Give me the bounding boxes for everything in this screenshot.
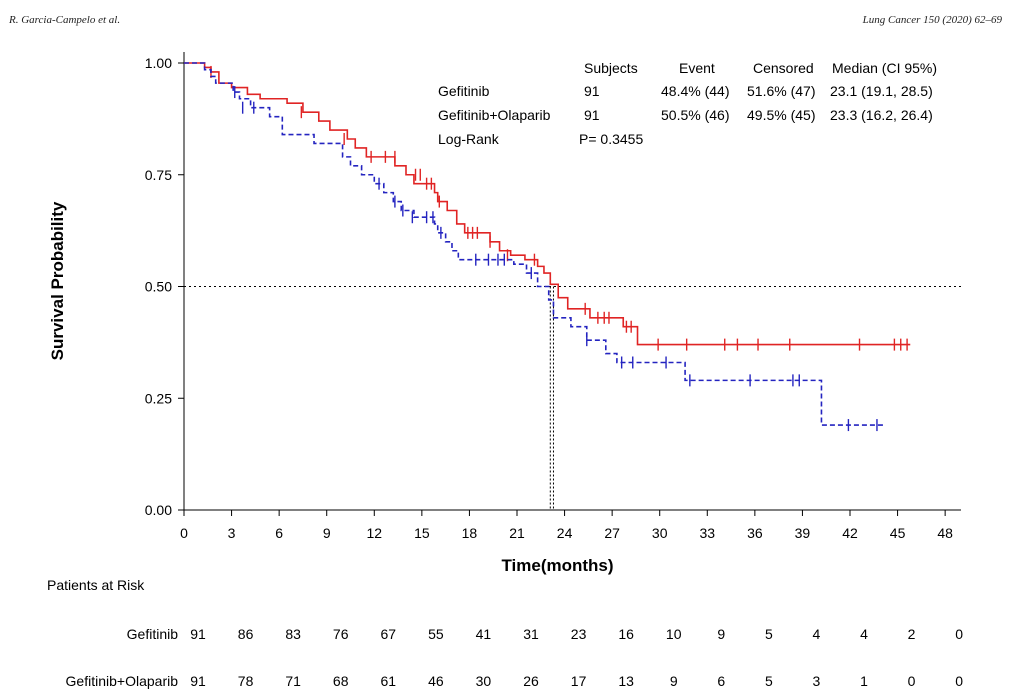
risk-count: 16 <box>618 626 634 642</box>
y-axis-title: Survival Probability <box>48 201 67 360</box>
risk-count: 61 <box>380 673 396 689</box>
risk-count: 4 <box>813 626 821 642</box>
legend-row-subjects: 91 <box>584 107 600 123</box>
legend-row-median: 23.3 (16.2, 26.4) <box>830 107 933 123</box>
legend-header-subjects: Subjects <box>584 60 638 76</box>
risk-count: 68 <box>333 673 349 689</box>
x-tick-label: 33 <box>699 525 715 541</box>
risk-count: 71 <box>285 673 301 689</box>
risk-count: 1 <box>860 673 868 689</box>
legend-row-censored: 49.5% (45) <box>747 107 815 123</box>
x-tick-label: 30 <box>652 525 668 541</box>
x-tick-label: 45 <box>890 525 906 541</box>
x-tick-label: 6 <box>275 525 283 541</box>
risk-row-label: Gefitinib+Olaparib <box>66 673 179 689</box>
y-tick-label: 0.25 <box>145 390 172 406</box>
legend-row-median: 23.1 (19.1, 28.5) <box>830 83 933 99</box>
running-header-authors: R. Garcia-Campelo et al. <box>9 14 121 26</box>
y-tick-label: 0.50 <box>145 279 172 295</box>
risk-count: 13 <box>618 673 634 689</box>
axes: 0.000.250.500.751.000 3 6 9 12 15 18 21 24 27 30 33… <box>48 52 961 575</box>
risk-count: 67 <box>380 626 396 642</box>
risk-count: 9 <box>717 626 725 642</box>
risk-count: 0 <box>908 673 916 689</box>
risk-table-title: Patients at Risk <box>47 577 145 593</box>
risk-count: 91 <box>190 673 206 689</box>
logrank-value: P= 0.3455 <box>579 131 643 147</box>
risk-count: 23 <box>571 626 587 642</box>
risk-count: 86 <box>238 626 254 642</box>
risk-count: 83 <box>285 626 301 642</box>
y-tick-label: 1.00 <box>145 55 172 71</box>
x-tick-label: 39 <box>795 525 811 541</box>
risk-count: 4 <box>860 626 868 642</box>
risk-count: 0 <box>955 626 963 642</box>
survival-curves <box>184 62 911 432</box>
risk-count: 31 <box>523 626 539 642</box>
risk-count: 55 <box>428 626 444 642</box>
x-tick-label: 3 <box>228 525 236 541</box>
legend-row-label: Gefitinib+Olaparib <box>438 107 551 123</box>
risk-count: 30 <box>476 673 492 689</box>
reference-lines <box>184 286 961 510</box>
legend-row-subjects: 91 <box>584 83 600 99</box>
risk-count: 41 <box>476 626 492 642</box>
risk-count: 78 <box>238 673 254 689</box>
x-tick-label: 18 <box>462 525 478 541</box>
risk-count: 5 <box>765 673 773 689</box>
risk-count: 2 <box>908 626 916 642</box>
risk-count: 10 <box>666 626 682 642</box>
risk-count: 26 <box>523 673 539 689</box>
risk-count: 3 <box>813 673 821 689</box>
legend-row-event: 48.4% (44) <box>661 83 729 99</box>
risk-count: 46 <box>428 673 444 689</box>
x-tick-label: 48 <box>937 525 953 541</box>
survival-step-line <box>184 62 884 426</box>
y-tick-label: 0.75 <box>145 167 172 183</box>
legend-header-censored: Censored <box>753 60 814 76</box>
x-tick-label: 21 <box>509 525 525 541</box>
risk-count: 6 <box>717 673 725 689</box>
legend-header-median: Median (CI 95%) <box>832 60 937 76</box>
risk-count: 17 <box>571 673 587 689</box>
legend-header-event: Event <box>679 60 715 76</box>
x-tick-label: 12 <box>366 525 382 541</box>
legend-row-censored: 51.6% (47) <box>747 83 815 99</box>
x-tick-label: 27 <box>604 525 620 541</box>
risk-row-label: Gefitinib <box>127 626 179 642</box>
x-tick-label: 0 <box>180 525 188 541</box>
x-tick-label: 9 <box>323 525 331 541</box>
risk-count: 76 <box>333 626 349 642</box>
legend-row-label: Gefitinib <box>438 83 490 99</box>
running-header-journal: Lung Cancer 150 (2020) 62–69 <box>862 14 1002 26</box>
x-axis-title: Time(months) <box>501 556 613 575</box>
series-gefitinib-olaparib <box>184 62 884 432</box>
x-tick-label: 42 <box>842 525 858 541</box>
risk-count: 91 <box>190 626 206 642</box>
x-tick-label: 15 <box>414 525 430 541</box>
legend-row-event: 50.5% (46) <box>661 107 729 123</box>
logrank-label: Log-Rank <box>438 131 500 147</box>
risk-count: 5 <box>765 626 773 642</box>
survival-step-line <box>184 62 911 346</box>
legend-table: Subjects Event Censored Median (CI 95%) Gefi… <box>438 60 937 147</box>
risk-count: 0 <box>955 673 963 689</box>
y-tick-label: 0.00 <box>145 502 172 518</box>
x-tick-label: 24 <box>557 525 573 541</box>
risk-count: 9 <box>670 673 678 689</box>
x-tick-label: 36 <box>747 525 763 541</box>
